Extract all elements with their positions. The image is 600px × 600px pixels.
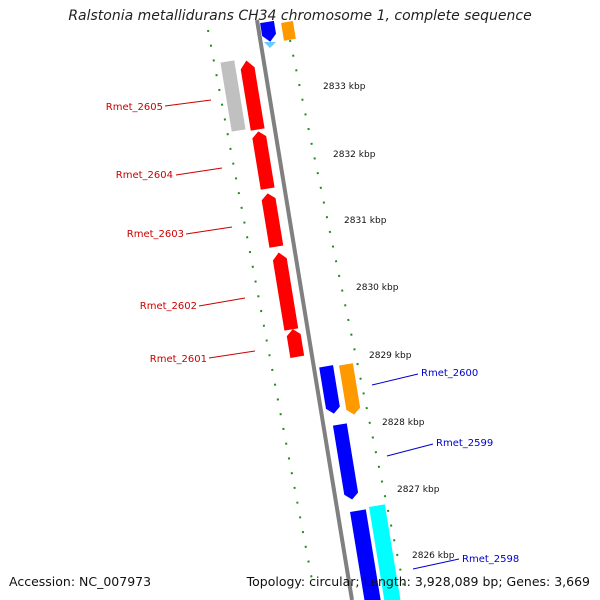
scale-label: 2831 kbp [344,216,387,226]
gene-rmet-2601[interactable] [286,328,305,358]
scale-label: 2830 kbp [356,283,399,293]
scale-label: 2828 kbp [382,418,425,428]
label-leader-line [208,350,256,359]
label-leader-line [198,297,246,307]
gene-rmet-2603[interactable] [261,192,284,248]
gene-rmet-2600[interactable] [339,363,361,416]
gene-label-rmet-2602[interactable]: Rmet_2602 [140,301,197,312]
accession-text: Accession: NC_007973 [9,574,152,589]
scale-label: 2826 kbp [412,551,455,561]
gene-rmet-2599[interactable] [332,423,359,500]
gene-top-orange[interactable] [281,21,296,41]
gene-label-rmet-2600[interactable]: Rmet_2600 [421,368,478,379]
gene-label-rmet-2599[interactable]: Rmet_2599 [436,438,493,449]
scale-label: 2832 kbp [333,150,376,160]
chromosome-backbone [255,19,354,600]
gene-label-rmet-2601[interactable]: Rmet_2601 [150,354,207,365]
scale-label: 2829 kbp [369,351,412,361]
gene-top-blue[interactable] [260,20,277,43]
scale-label: 2827 kbp [397,485,440,495]
label-leader-line [371,373,419,386]
gene-rmet-2598[interactable] [369,504,401,600]
gene-rmet-2605[interactable] [220,60,246,132]
gene-rmet-2605-red[interactable] [239,59,265,131]
label-leader-line [412,558,460,570]
gene-rmet-2602[interactable] [272,251,299,331]
gene-rmet-2604[interactable] [251,130,275,190]
map-title: Ralstonia metallidurans CH34 chromosome … [68,8,532,24]
gene-label-rmet-2598[interactable]: Rmet_2598 [462,554,519,565]
gene-rmet-2598-blue[interactable] [350,509,382,600]
label-leader-line [175,167,223,176]
scale-label: 2833 kbp [323,82,366,92]
gene-label-rmet-2603[interactable]: Rmet_2603 [127,229,184,240]
gene-rmet-2600-blue[interactable] [319,365,341,415]
label-leader-line [185,226,233,235]
gene-label-rmet-2604[interactable]: Rmet_2604 [116,170,173,181]
inner-tick-track [207,29,313,581]
label-leader-line [386,443,434,457]
gene-label-rmet-2605[interactable]: Rmet_2605 [106,102,163,113]
topology-summary: Topology: circular; Length: 3,928,089 bp… [246,574,590,589]
gene-top-lightblue-arrow [264,42,276,48]
label-leader-line [164,99,212,107]
